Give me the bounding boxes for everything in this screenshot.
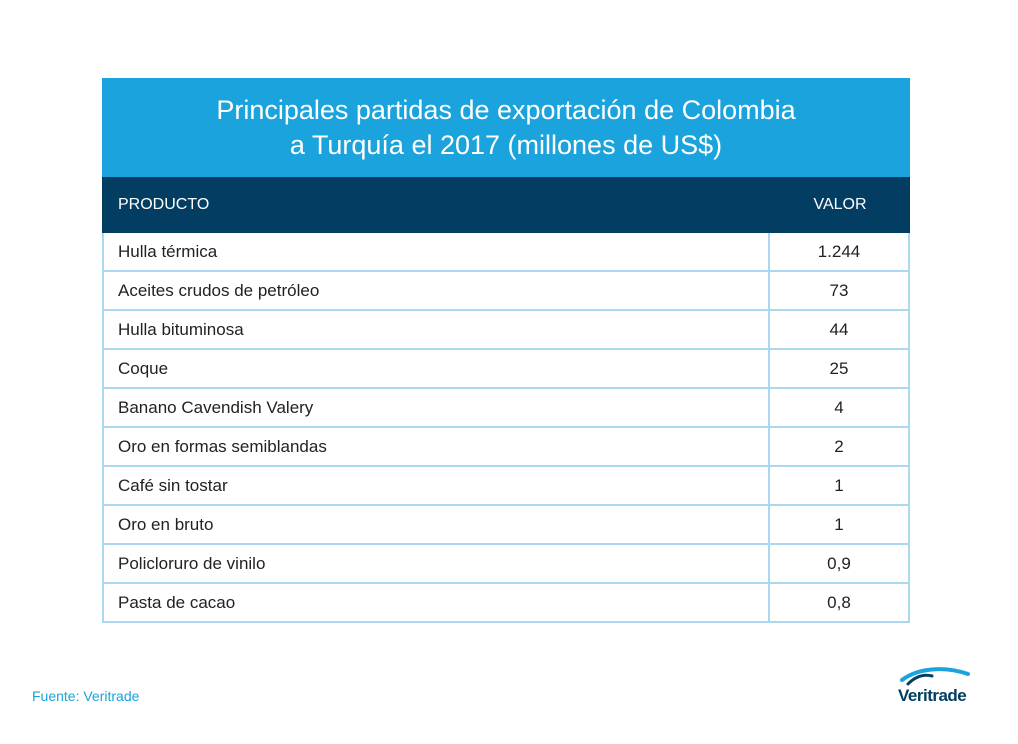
table-row: Banano Cavendish Valery 4 [104,389,908,428]
table-row: Hulla bituminosa 44 [104,311,908,350]
table-row: Hulla térmica 1.244 [104,233,908,272]
product-cell: Banano Cavendish Valery [118,397,314,417]
export-table-card: Principales partidas de exportación de C… [102,78,910,623]
table-row: Oro en formas semiblandas 2 [104,428,908,467]
value-cell: 4 [768,389,908,426]
value-cell: 1 [768,467,908,504]
value-cell: 1 [768,506,908,543]
product-cell: Policloruro de vinilo [118,553,266,573]
source-note: Fuente: Veritrade [32,688,140,704]
veritrade-logo: Veritrade [892,666,992,716]
column-header-product: PRODUCTO [118,196,210,213]
product-cell: Hulla bituminosa [118,319,244,339]
table-title: Principales partidas de exportación de C… [102,78,910,177]
table-title-line-1: Principales partidas de exportación de C… [216,94,796,125]
table-row: Café sin tostar 1 [104,467,908,506]
table-body: Hulla térmica 1.244 Aceites crudos de petr… [102,233,910,623]
table-header-row: PRODUCTO VALOR [102,177,910,233]
table-row: Coque 25 [104,350,908,389]
table-row: Policloruro de vinilo 0,9 [104,545,908,584]
product-cell: Pasta de cacao [118,592,236,612]
product-cell: Coque [118,358,169,378]
table-row: Aceites crudos de petróleo 73 [104,272,908,311]
value-cell: 2 [768,428,908,465]
product-cell: Oro en bruto [118,514,214,534]
product-cell: Café sin tostar [118,475,228,495]
logo-swoosh-icon [900,667,970,686]
value-cell: 25 [768,350,908,387]
value-cell: 0,8 [768,584,908,621]
table-title-line-2: a Turquía el 2017 (millones de US$) [289,129,723,160]
value-cell: 73 [768,272,908,309]
product-cell: Aceites crudos de petróleo [118,280,320,300]
product-cell: Hulla térmica [118,241,218,261]
product-cell: Oro en formas semiblandas [118,436,327,456]
value-cell: 1.244 [768,233,908,270]
table-row: Oro en bruto 1 [104,506,908,545]
logo-text: Veritrade [898,686,967,705]
column-header-value: VALOR [813,196,867,213]
value-cell: 0,9 [768,545,908,582]
value-cell: 44 [768,311,908,348]
table-row: Pasta de cacao 0,8 [104,584,908,623]
